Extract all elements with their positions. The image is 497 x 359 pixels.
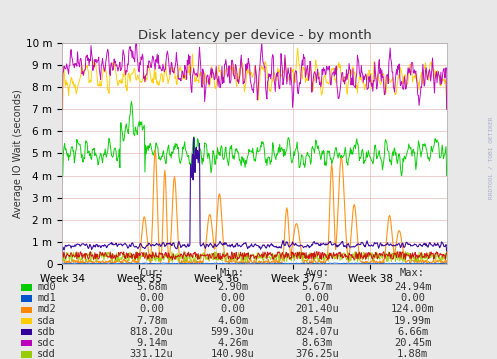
Text: 0.00: 0.00 (220, 293, 245, 303)
Text: md0: md0 (37, 282, 56, 292)
Text: sdc: sdc (37, 338, 56, 348)
Text: 7.78m: 7.78m (136, 316, 167, 326)
Y-axis label: Average IO Wait (seconds): Average IO Wait (seconds) (13, 89, 23, 218)
Text: sdb: sdb (37, 327, 56, 337)
Text: 140.98u: 140.98u (211, 349, 254, 359)
Text: 818.20u: 818.20u (130, 327, 173, 337)
Text: Avg:: Avg: (305, 268, 330, 278)
Text: md2: md2 (37, 304, 56, 314)
Text: 376.25u: 376.25u (295, 349, 339, 359)
Text: 8.54m: 8.54m (302, 316, 332, 326)
Text: 9.14m: 9.14m (136, 338, 167, 348)
Text: sdd: sdd (37, 349, 56, 359)
Text: 24.94m: 24.94m (394, 282, 431, 292)
Text: Max:: Max: (400, 268, 425, 278)
Text: 2.90m: 2.90m (217, 282, 248, 292)
Text: 0.00: 0.00 (400, 293, 425, 303)
Text: 1.88m: 1.88m (397, 349, 428, 359)
Text: RRDTOOL / TOBI OETIKER: RRDTOOL / TOBI OETIKER (489, 117, 494, 199)
Text: 4.60m: 4.60m (217, 316, 248, 326)
Text: sda: sda (37, 316, 56, 326)
Text: Min:: Min: (220, 268, 245, 278)
Text: 0.00: 0.00 (305, 293, 330, 303)
Text: 599.30u: 599.30u (211, 327, 254, 337)
Text: 824.07u: 824.07u (295, 327, 339, 337)
Text: 19.99m: 19.99m (394, 316, 431, 326)
Text: 124.00m: 124.00m (391, 304, 434, 314)
Text: 0.00: 0.00 (220, 304, 245, 314)
Text: Cur:: Cur: (139, 268, 164, 278)
Title: Disk latency per device - by month: Disk latency per device - by month (138, 29, 372, 42)
Text: 5.67m: 5.67m (302, 282, 332, 292)
Text: 0.00: 0.00 (139, 293, 164, 303)
Text: 201.40u: 201.40u (295, 304, 339, 314)
Text: 6.66m: 6.66m (397, 327, 428, 337)
Text: 331.12u: 331.12u (130, 349, 173, 359)
Text: 5.68m: 5.68m (136, 282, 167, 292)
Text: 20.45m: 20.45m (394, 338, 431, 348)
Text: 8.63m: 8.63m (302, 338, 332, 348)
Text: md1: md1 (37, 293, 56, 303)
Text: 0.00: 0.00 (139, 304, 164, 314)
Text: 4.26m: 4.26m (217, 338, 248, 348)
